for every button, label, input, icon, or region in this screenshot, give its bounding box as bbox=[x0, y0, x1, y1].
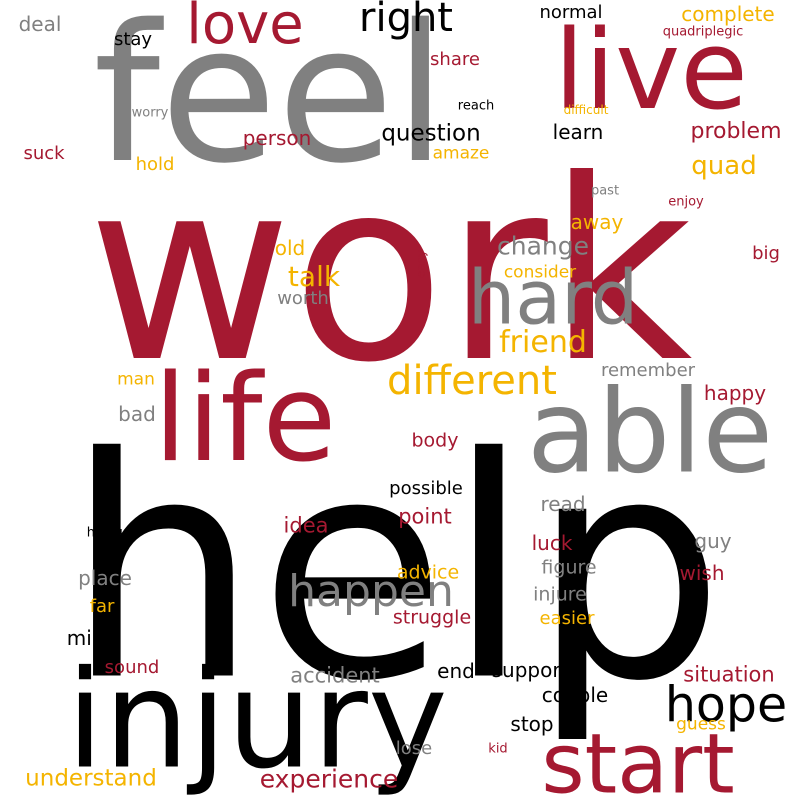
word-different: different bbox=[387, 358, 557, 404]
word-worry: worry bbox=[131, 105, 169, 121]
word-far: far bbox=[89, 596, 115, 617]
word-injure: injure bbox=[533, 583, 587, 606]
word-quad: quad bbox=[691, 151, 757, 181]
word-point: point bbox=[398, 504, 452, 529]
word-live: live bbox=[554, 6, 748, 134]
word-man: man bbox=[117, 369, 155, 390]
word-normal: normal bbox=[539, 2, 603, 23]
word-problem: problem bbox=[690, 119, 782, 144]
word-body: body bbox=[411, 429, 459, 452]
word-happy: happy bbox=[703, 381, 767, 405]
word-advice: advice bbox=[396, 561, 460, 584]
word-big: big bbox=[752, 243, 780, 264]
word-reach: reach bbox=[457, 98, 495, 114]
word-life: life bbox=[153, 350, 337, 489]
word-stay: stay bbox=[113, 29, 153, 50]
word-mind: mind bbox=[66, 626, 118, 650]
word-figure: figure bbox=[541, 556, 597, 579]
word-possible: possible bbox=[389, 478, 463, 499]
word-bad: bad bbox=[118, 402, 156, 426]
word-support: support bbox=[491, 658, 569, 682]
word-hard: hard bbox=[467, 253, 639, 342]
word-easier: easier bbox=[539, 608, 595, 629]
word-deal: deal bbox=[18, 12, 62, 36]
word-suck: suck bbox=[23, 143, 65, 164]
word-stop: stop bbox=[510, 712, 554, 736]
word-share: share bbox=[430, 49, 480, 70]
word-guy: guy bbox=[694, 529, 732, 553]
word-away: away bbox=[570, 210, 624, 234]
word-amaze: amaze bbox=[432, 143, 490, 164]
word-work: work bbox=[87, 126, 693, 417]
word-understand: understand bbox=[25, 765, 157, 792]
word-helpful: helpful bbox=[86, 525, 132, 541]
word-lose: lose bbox=[395, 738, 433, 759]
word-old: old bbox=[274, 236, 306, 260]
word-difficult: difficult bbox=[563, 103, 609, 117]
word-enjoy: enjoy bbox=[668, 194, 704, 210]
word-wish: wish bbox=[679, 561, 725, 585]
word-love: love bbox=[186, 0, 304, 57]
word-injury: injury bbox=[66, 641, 448, 799]
word-guess: guess bbox=[676, 714, 726, 735]
word-quadriplegic: quadriplegic bbox=[662, 24, 744, 40]
word-person: person bbox=[242, 126, 312, 150]
word-kid: kid bbox=[488, 741, 508, 757]
word-friend: friend bbox=[499, 325, 587, 360]
word-happen: happen bbox=[288, 566, 454, 617]
word-help: help bbox=[65, 392, 725, 748]
word-luck: luck bbox=[531, 531, 573, 555]
word-read: read bbox=[540, 492, 586, 516]
word-feel: feel bbox=[93, 0, 447, 205]
word-remember: remember bbox=[600, 360, 696, 381]
word-hold: hold bbox=[135, 154, 175, 175]
word-consider: consider bbox=[503, 262, 577, 283]
word-end: end bbox=[437, 659, 475, 683]
word-right: right bbox=[359, 0, 453, 41]
word-accident: accident bbox=[290, 663, 380, 688]
word-sound: sound bbox=[104, 657, 160, 678]
word-complete: complete bbox=[681, 2, 775, 26]
word-question: question bbox=[381, 120, 481, 147]
word-start: start bbox=[541, 715, 735, 800]
word-couple: couple bbox=[541, 683, 609, 707]
word-situation: situation bbox=[683, 662, 775, 687]
word-learn: learn bbox=[552, 120, 604, 144]
word-worth: worth bbox=[277, 288, 329, 309]
word-past: past bbox=[590, 183, 620, 199]
word-experience: experience bbox=[259, 764, 399, 794]
word-hope: hope bbox=[664, 676, 788, 734]
word-talk: talk bbox=[287, 260, 341, 293]
word-change: change bbox=[496, 231, 590, 261]
word-easy: easy bbox=[414, 249, 428, 279]
word-idea: idea bbox=[283, 513, 329, 538]
word-able: able bbox=[526, 365, 774, 500]
word-place: place bbox=[78, 566, 132, 590]
word-struggle: struggle bbox=[392, 606, 472, 629]
